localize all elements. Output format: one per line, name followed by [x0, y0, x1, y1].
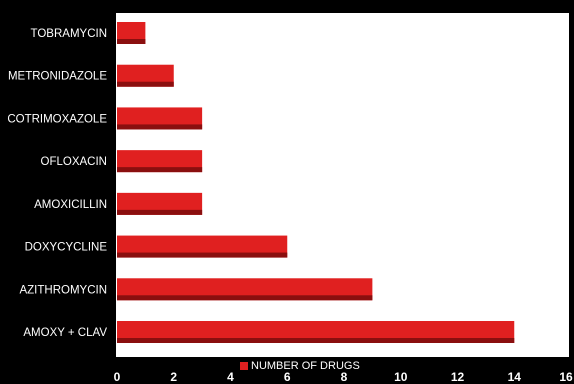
value-label-6: 9 [380, 284, 386, 296]
x-tick-label-5: 10 [394, 370, 408, 384]
value-label-5: 6 [295, 242, 301, 254]
category-label-2: COTRIMOXAZOLE [7, 113, 107, 125]
category-label-7: AMOXY + CLAV [23, 327, 107, 339]
value-label-4: 3 [210, 199, 216, 211]
bar-shade-6 [117, 295, 373, 301]
value-label-3: 3 [210, 156, 216, 168]
value-label-0: 1 [153, 28, 160, 40]
bar-shade-3 [117, 167, 203, 173]
legend: NUMBER OF DRUGS [240, 360, 360, 372]
bar-2 [117, 107, 203, 130]
category-label-5: DOXYCYCLINE [25, 242, 108, 254]
bar-1 [117, 64, 174, 87]
value-label-1: 2 [182, 71, 188, 83]
legend-label: NUMBER OF DRUGS [251, 360, 360, 372]
category-label-4: AMOXICILLIN [34, 199, 107, 211]
category-label-6: AZITHROMYCIN [19, 284, 107, 296]
bar-shade-4 [117, 209, 203, 215]
category-label-0: TOBRAMYCIN [31, 28, 107, 40]
x-tick-label-1: 2 [170, 370, 177, 384]
bar-7 [117, 321, 515, 343]
legend-swatch [240, 362, 248, 370]
bar-shade-5 [117, 252, 288, 258]
bar-shade-0 [117, 39, 146, 44]
bar-6 [117, 278, 373, 301]
x-tick-label-2: 4 [227, 370, 234, 384]
bar-shade-1 [117, 81, 174, 87]
x-tick-label-7: 14 [508, 370, 522, 384]
x-tick-label-3: 6 [284, 370, 291, 384]
x-tick-label-0: 0 [114, 370, 121, 384]
bar-5 [117, 235, 288, 258]
category-label-3: OFLOXACIN [41, 156, 107, 168]
bar-4 [117, 192, 203, 215]
x-tick-label-4: 8 [341, 370, 348, 384]
bar-0 [117, 22, 146, 44]
category-label-1: METRONIDAZOLE [8, 71, 107, 83]
bar-3 [117, 150, 203, 173]
x-tick-label-8: 16 [559, 370, 573, 384]
bar-shade-2 [117, 124, 203, 130]
bar-shade-7 [117, 338, 515, 343]
plot-area [116, 13, 569, 357]
value-label-2: 3 [210, 113, 216, 125]
value-label-7: 14 [522, 327, 535, 339]
x-tick-label-6: 12 [451, 370, 465, 384]
